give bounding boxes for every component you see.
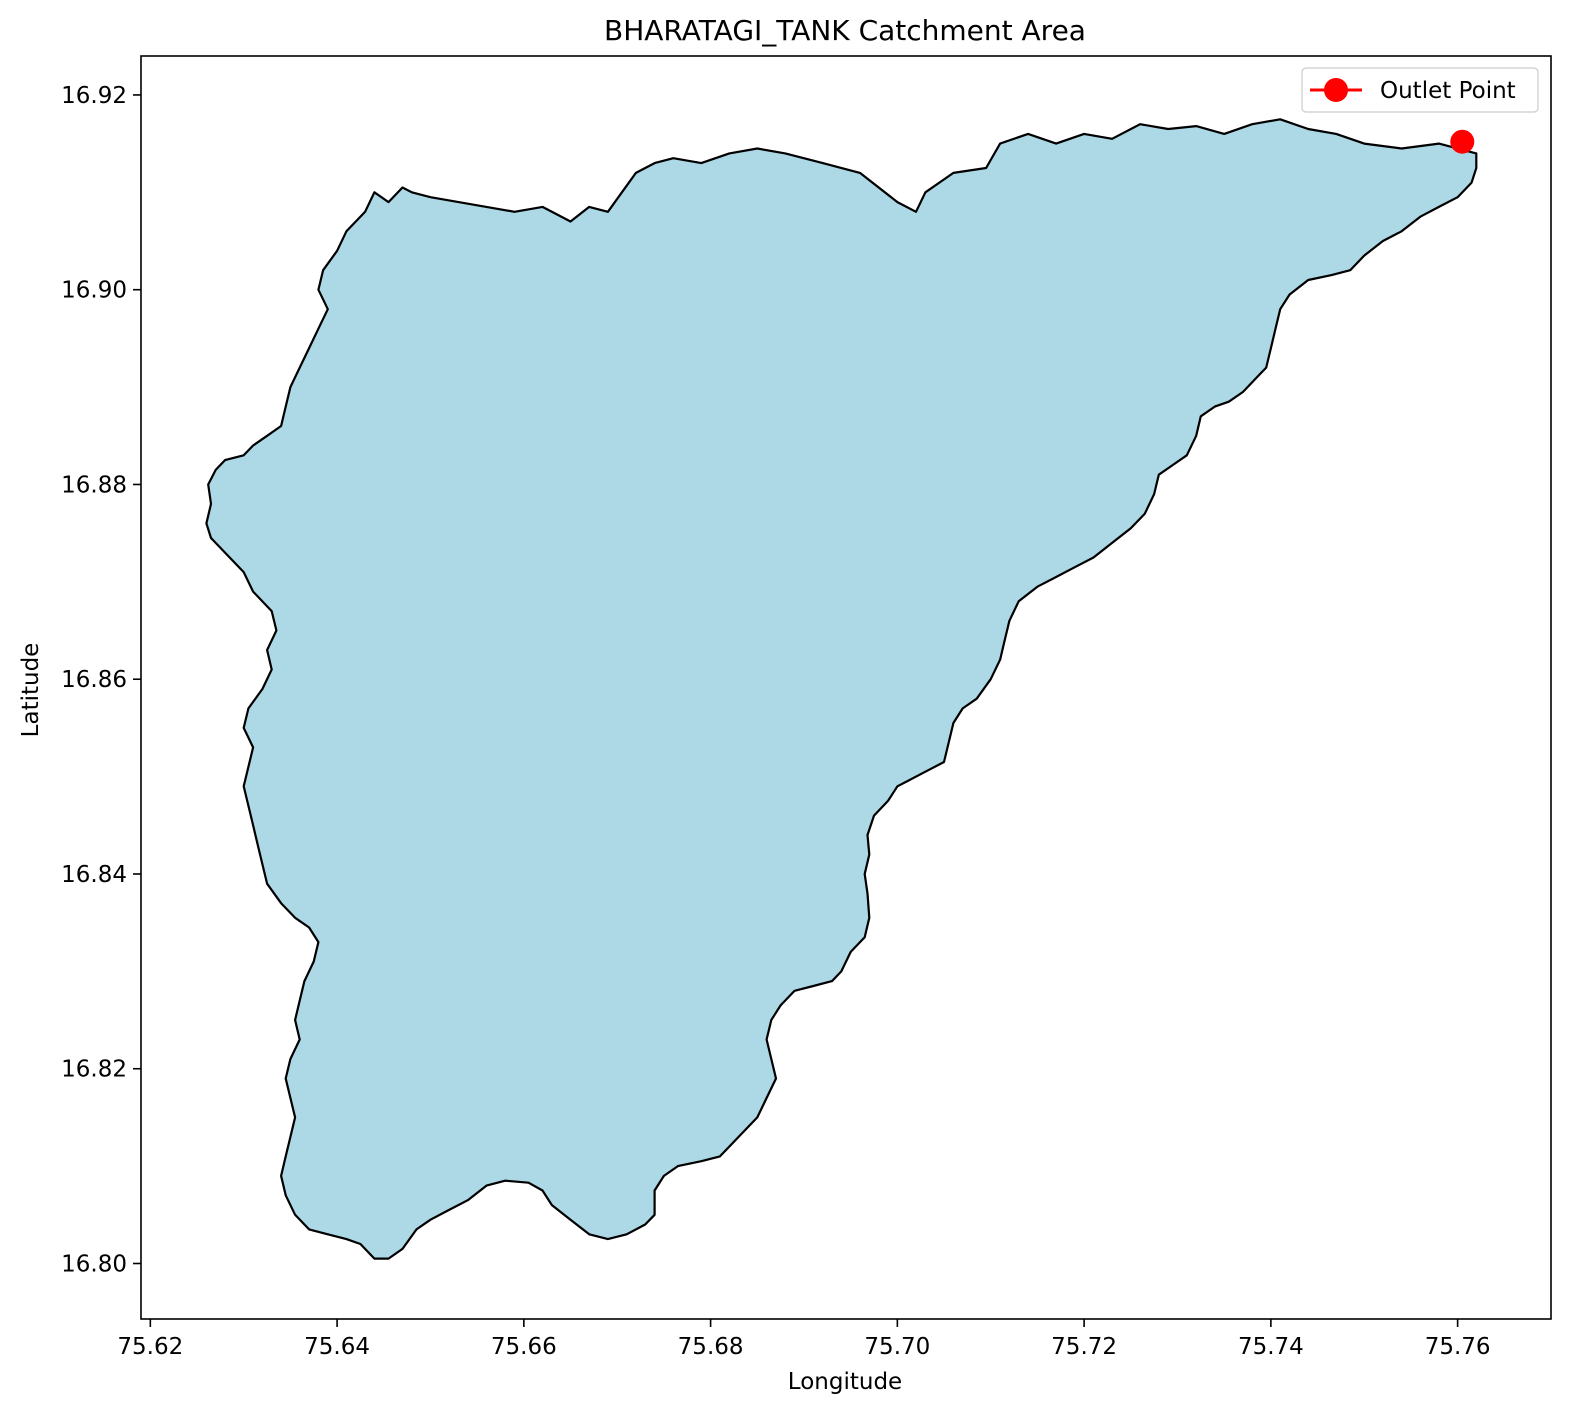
legend-outlet-marker (1324, 78, 1348, 102)
legend: Outlet Point (1301, 67, 1539, 113)
outlet-point-marker (1450, 129, 1475, 154)
x-tick-label: 75.66 (491, 1334, 557, 1360)
y-tick-label: 16.88 (61, 472, 127, 498)
y-tick-label: 16.86 (61, 667, 127, 693)
plot-area (205, 118, 1478, 1260)
y-axis: 16.80 16.82 16.84 16.86 16.88 16.90 16.92 (61, 83, 141, 1277)
x-tick-label: 75.62 (117, 1334, 183, 1360)
legend-outlet-label: Outlet Point (1380, 78, 1516, 104)
y-tick-label: 16.82 (61, 1057, 127, 1083)
y-tick-label: 16.80 (61, 1251, 127, 1277)
y-tick-label: 16.90 (61, 278, 127, 304)
chart-title: BHARATAGI_TANK Catchment Area (604, 14, 1086, 47)
y-axis-title: Latitude (18, 643, 44, 738)
x-tick-label: 75.68 (678, 1334, 744, 1360)
y-tick-label: 16.84 (61, 862, 127, 888)
x-tick-label: 75.64 (304, 1334, 370, 1360)
x-tick-label: 75.70 (864, 1334, 930, 1360)
axes-frame (140, 55, 1552, 1320)
y-tick-label: 16.92 (61, 83, 127, 109)
legend-box (1301, 67, 1539, 113)
catchment-polygon (205, 118, 1478, 1260)
x-tick-label: 75.72 (1051, 1334, 1117, 1360)
x-axis-title: Longitude (788, 1369, 902, 1395)
x-tick-label: 75.76 (1425, 1334, 1491, 1360)
x-axis: 75.62 75.64 75.66 75.68 75.70 75.72 75.74 75.76 (117, 1319, 1491, 1360)
x-tick-label: 75.74 (1238, 1334, 1304, 1360)
